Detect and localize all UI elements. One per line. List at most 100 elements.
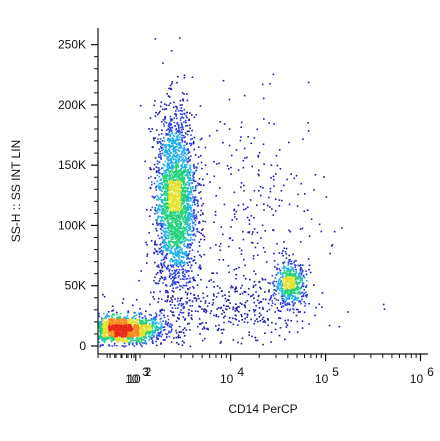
data-point: [233, 209, 235, 212]
data-point: [183, 121, 185, 123]
data-point: [201, 212, 204, 215]
data-point: [149, 319, 151, 322]
data-point: [113, 314, 115, 316]
data-point: [133, 321, 136, 323]
data-point: [109, 329, 112, 331]
data-point: [238, 320, 240, 322]
data-point: [175, 240, 177, 243]
data-point: [168, 205, 170, 207]
data-point: [103, 331, 106, 334]
data-point: [289, 292, 292, 295]
data-point: [158, 204, 160, 207]
data-point: [216, 308, 218, 310]
data-point: [171, 176, 174, 179]
data-point: [131, 335, 134, 338]
data-point: [138, 334, 140, 336]
data-point: [144, 317, 147, 319]
data-point: [254, 284, 257, 286]
data-point: [144, 340, 147, 342]
data-point: [128, 319, 131, 321]
data-point: [271, 304, 273, 307]
data-point: [180, 222, 183, 225]
data-point: [175, 199, 177, 202]
data-point: [194, 220, 197, 222]
data-point: [193, 216, 195, 218]
data-point: [268, 289, 270, 291]
data-point: [160, 121, 163, 123]
data-point: [300, 292, 302, 294]
data-point: [270, 296, 272, 299]
data-points: [98, 37, 386, 348]
data-point: [163, 264, 166, 267]
data-point: [164, 173, 167, 175]
data-point: [138, 332, 141, 335]
data-point: [287, 278, 290, 280]
data-point: [292, 311, 295, 314]
data-point: [154, 332, 156, 334]
data-point: [293, 286, 296, 289]
data-point: [122, 341, 125, 343]
data-point: [189, 299, 191, 302]
data-point: [176, 214, 178, 217]
data-point: [119, 335, 121, 337]
data-point: [183, 227, 185, 229]
data-point: [253, 137, 256, 139]
data-point: [179, 180, 182, 182]
data-point: [135, 314, 138, 316]
data-point: [304, 302, 307, 305]
data-point: [256, 339, 259, 342]
data-point: [168, 225, 170, 228]
data-point: [163, 309, 165, 312]
data-point: [136, 328, 139, 331]
data-point: [170, 133, 172, 136]
data-point: [166, 151, 169, 153]
data-point: [176, 250, 179, 252]
data-point: [118, 326, 121, 329]
data-point: [154, 157, 157, 159]
data-point: [170, 185, 172, 187]
data-point: [173, 248, 176, 251]
data-point: [189, 159, 191, 161]
data-point: [202, 296, 205, 299]
data-point: [285, 273, 288, 276]
data-point: [159, 278, 161, 280]
data-point: [177, 334, 180, 336]
data-point: [108, 334, 111, 336]
data-point: [110, 340, 113, 343]
data-point: [168, 144, 170, 146]
data-point: [132, 328, 134, 330]
data-point: [282, 301, 285, 303]
data-point: [154, 316, 157, 318]
data-point: [295, 282, 298, 285]
data-point: [178, 147, 180, 149]
data-point: [215, 244, 217, 246]
data-point: [242, 238, 245, 241]
data-point: [281, 276, 284, 279]
data-point: [172, 236, 175, 238]
data-point: [161, 217, 163, 220]
data-point: [162, 282, 164, 284]
data-point: [179, 184, 182, 187]
data-point: [230, 321, 232, 324]
data-point: [162, 62, 164, 64]
data-point: [286, 303, 289, 306]
data-point: [294, 278, 297, 280]
data-point: [216, 285, 219, 287]
data-point: [151, 206, 154, 209]
data-point: [118, 318, 121, 321]
data-point: [184, 159, 187, 162]
data-point: [291, 263, 293, 265]
data-point: [117, 327, 119, 330]
data-point: [174, 146, 177, 148]
data-point: [314, 314, 316, 317]
data-point: [111, 310, 113, 312]
data-point: [189, 177, 191, 179]
data-point: [181, 176, 184, 178]
data-point: [99, 344, 102, 346]
data-point: [178, 130, 180, 132]
data-point: [165, 190, 167, 193]
data-point: [158, 314, 161, 317]
data-point: [139, 334, 141, 336]
data-point: [160, 101, 163, 103]
data-point: [206, 305, 209, 307]
